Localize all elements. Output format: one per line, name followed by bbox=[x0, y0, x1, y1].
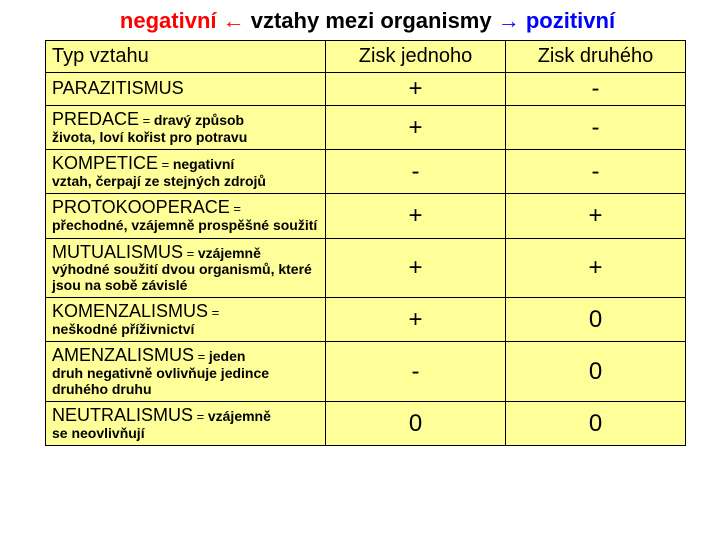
header-gain-one: Zisk jednoho bbox=[326, 41, 506, 73]
inline-desc: jeden bbox=[209, 348, 246, 364]
term: KOMPETICE bbox=[52, 153, 158, 173]
inline-desc: vzájemně bbox=[198, 245, 261, 261]
equals-sign: = bbox=[158, 157, 173, 172]
gain-two: - bbox=[506, 106, 686, 150]
row-label: KOMENZALISMUS = neškodné příživnictví bbox=[46, 298, 326, 342]
table-row: KOMPETICE = negativní vztah, čerpají ze s… bbox=[46, 150, 686, 194]
term: PARAZITISMUS bbox=[52, 78, 184, 98]
table-row: KOMENZALISMUS = neškodné příživnictví +0 bbox=[46, 298, 686, 342]
row-label: AMENZALISMUS = jeden druh negativně ovliv… bbox=[46, 342, 326, 402]
equals-sign: = bbox=[139, 113, 154, 128]
row-label: PARAZITISMUS bbox=[46, 73, 326, 106]
gain-two: 0 bbox=[506, 298, 686, 342]
inline-desc: negativní bbox=[173, 156, 234, 172]
page: negativní ← vztahy mezi organismy → pozi… bbox=[0, 0, 720, 456]
equals-sign: = bbox=[183, 246, 198, 261]
title-middle: vztahy mezi organismy bbox=[251, 8, 492, 33]
term: KOMENZALISMUS bbox=[52, 301, 208, 321]
relations-table: Typ vztahu Zisk jednoho Zisk druhého PAR… bbox=[45, 40, 686, 446]
gain-two: - bbox=[506, 150, 686, 194]
table-header-row: Typ vztahu Zisk jednoho Zisk druhého bbox=[46, 41, 686, 73]
gain-one: + bbox=[326, 298, 506, 342]
table-row: NEUTRALISMUS = vzájemně se neovlivňují 00 bbox=[46, 401, 686, 445]
page-title: negativní ← vztahy mezi organismy → pozi… bbox=[45, 8, 690, 34]
desc: druh negativně ovlivňuje jedince druhého… bbox=[52, 366, 319, 397]
header-type: Typ vztahu bbox=[46, 41, 326, 73]
gain-one: + bbox=[326, 106, 506, 150]
term: PROTOKOOPERACE bbox=[52, 197, 230, 217]
term: AMENZALISMUS bbox=[52, 345, 194, 365]
gain-one: + bbox=[326, 194, 506, 238]
desc: neškodné příživnictví bbox=[52, 322, 319, 337]
gain-one: + bbox=[326, 73, 506, 106]
inline-desc: vzájemně bbox=[208, 408, 271, 424]
table-body: PARAZITISMUS+-PREDACE = dravý způsobživo… bbox=[46, 73, 686, 446]
gain-two: + bbox=[506, 194, 686, 238]
desc: života, loví kořist pro potravu bbox=[52, 130, 319, 145]
equals-sign: = bbox=[230, 201, 241, 216]
table-row: PARAZITISMUS +- bbox=[46, 73, 686, 106]
gain-one: - bbox=[326, 342, 506, 402]
row-label: PROTOKOOPERACE = přechodné, vzájemně pros… bbox=[46, 194, 326, 238]
table-row: AMENZALISMUS = jeden druh negativně ovliv… bbox=[46, 342, 686, 402]
table-row: MUTUALISMUS = vzájemněvýhodné soužití dv… bbox=[46, 238, 686, 298]
row-label: MUTUALISMUS = vzájemněvýhodné soužití dv… bbox=[46, 238, 326, 298]
gain-one: 0 bbox=[326, 401, 506, 445]
row-label: PREDACE = dravý způsob života, loví kořis… bbox=[46, 106, 326, 150]
desc: se neovlivňují bbox=[52, 426, 319, 441]
gain-two: 0 bbox=[506, 342, 686, 402]
desc: výhodné soužití dvou organismů, které js… bbox=[52, 262, 319, 293]
row-label: NEUTRALISMUS = vzájemně se neovlivňují bbox=[46, 401, 326, 445]
term: PREDACE bbox=[52, 109, 139, 129]
desc: přechodné, vzájemně prospěšné soužití bbox=[52, 218, 319, 233]
gain-two: 0 bbox=[506, 401, 686, 445]
gain-two: - bbox=[506, 73, 686, 106]
term: MUTUALISMUS bbox=[52, 242, 183, 262]
title-positive: → pozitivní bbox=[498, 8, 615, 33]
table-row: PROTOKOOPERACE = přechodné, vzájemně pros… bbox=[46, 194, 686, 238]
gain-one: - bbox=[326, 150, 506, 194]
equals-sign: = bbox=[208, 305, 219, 320]
desc: vztah, čerpají ze stejných zdrojů bbox=[52, 174, 319, 189]
equals-sign: = bbox=[193, 409, 208, 424]
table-row: PREDACE = dravý způsob života, loví kořis… bbox=[46, 106, 686, 150]
inline-desc: dravý způsob bbox=[154, 112, 244, 128]
equals-sign: = bbox=[194, 349, 209, 364]
gain-two: + bbox=[506, 238, 686, 298]
gain-one: + bbox=[326, 238, 506, 298]
header-gain-two: Zisk druhého bbox=[506, 41, 686, 73]
row-label: KOMPETICE = negativní vztah, čerpají ze s… bbox=[46, 150, 326, 194]
term: NEUTRALISMUS bbox=[52, 405, 193, 425]
title-negative: negativní ← bbox=[120, 8, 245, 33]
